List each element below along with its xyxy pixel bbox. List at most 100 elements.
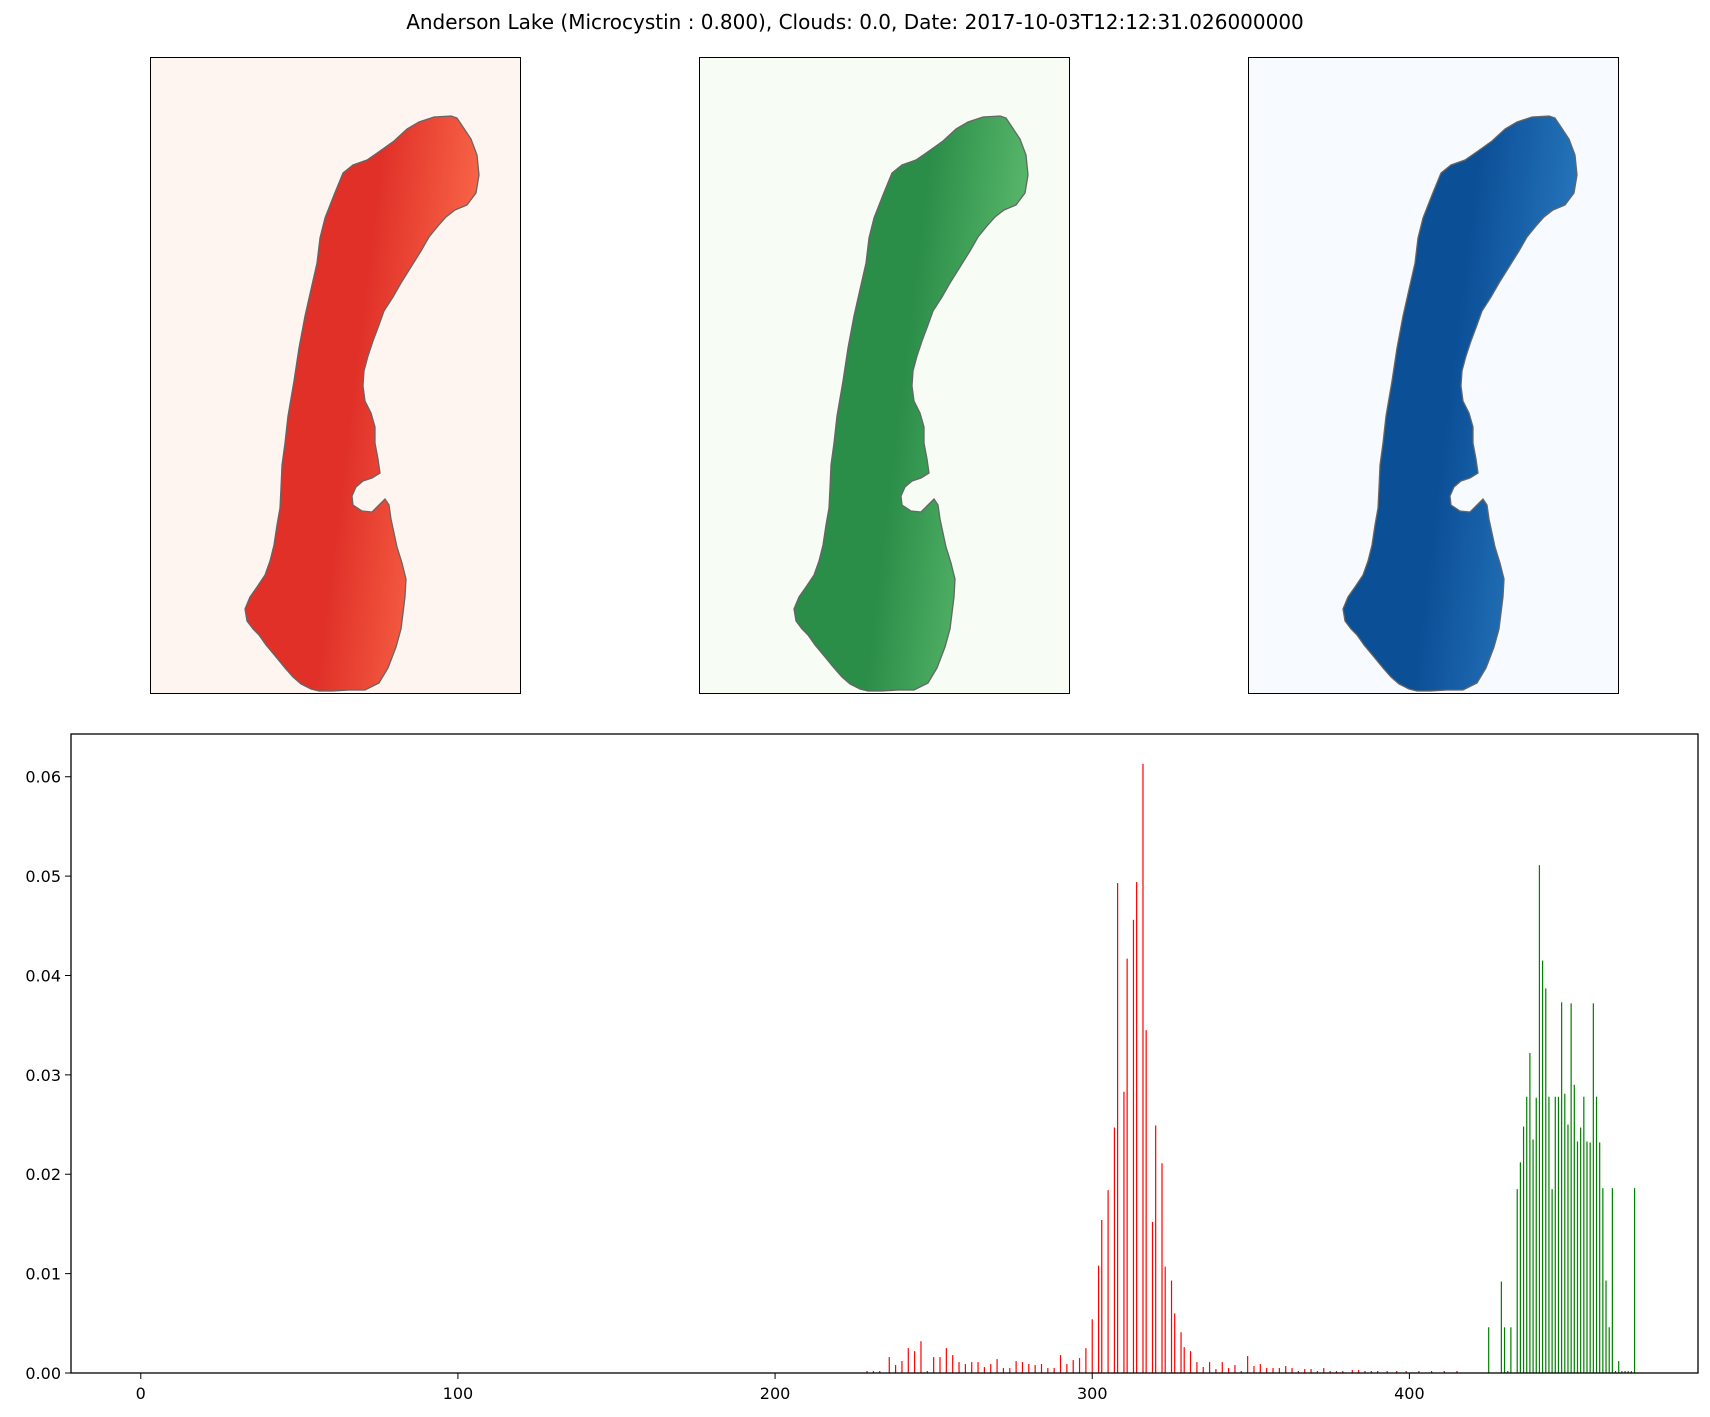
histogram-bar xyxy=(1072,1360,1074,1373)
histogram-bar xyxy=(1208,1362,1211,1373)
histogram-bar xyxy=(1145,1030,1147,1373)
histogram-bar xyxy=(1456,1371,1458,1373)
histogram-bar xyxy=(1611,1188,1613,1373)
histogram-bar xyxy=(1364,1371,1366,1373)
histogram-bar xyxy=(1538,865,1541,1373)
lake-shape xyxy=(794,116,1028,691)
x-tick-label: 400 xyxy=(1394,1384,1425,1403)
histogram-bar xyxy=(1234,1365,1236,1373)
histogram-bar xyxy=(990,1364,992,1373)
y-tick-label: 0.06 xyxy=(25,768,61,787)
histogram-bar xyxy=(1117,883,1119,1373)
histogram-bar xyxy=(1599,1142,1601,1373)
histogram-bar xyxy=(1272,1368,1274,1373)
histogram-bar xyxy=(866,1371,868,1373)
lake-outline xyxy=(793,115,1029,692)
histogram-bar xyxy=(1516,1189,1518,1373)
histogram-bar xyxy=(1618,1361,1620,1373)
lake-shape xyxy=(245,116,479,691)
y-tick-label: 0.03 xyxy=(25,1066,61,1085)
plot-frame xyxy=(70,733,1699,1374)
histogram-bar xyxy=(901,1361,903,1373)
histogram-bar xyxy=(1532,1139,1534,1373)
histogram-bar xyxy=(945,1348,947,1373)
histogram-bar xyxy=(920,1341,922,1373)
histogram-bar xyxy=(1443,1371,1445,1373)
histogram-bar xyxy=(1630,1371,1632,1373)
histogram-bar xyxy=(1529,1053,1531,1373)
histogram-bar xyxy=(1221,1362,1223,1373)
histogram-bar xyxy=(1107,1190,1109,1373)
histogram-bar xyxy=(1633,1188,1636,1373)
histogram-bar xyxy=(1132,919,1135,1373)
histogram-bar xyxy=(1015,1361,1017,1373)
histogram-bar xyxy=(1500,1281,1502,1373)
histogram-bar xyxy=(1342,1371,1344,1373)
histogram-bar xyxy=(1576,1141,1579,1373)
histogram-bar xyxy=(1253,1366,1255,1373)
histogram-bar xyxy=(1430,1371,1433,1373)
histogram-bar xyxy=(895,1365,897,1373)
histogram-bar xyxy=(1040,1364,1043,1373)
histogram-bar xyxy=(1310,1369,1312,1373)
histogram-bar xyxy=(1614,1371,1617,1373)
histogram-bar xyxy=(958,1362,960,1373)
histogram-bar xyxy=(1583,1096,1585,1373)
histogram-bar xyxy=(907,1348,909,1373)
histogram-bar xyxy=(1285,1366,1287,1373)
histogram-bar xyxy=(1335,1371,1338,1373)
histogram-bar xyxy=(1548,1096,1550,1373)
histogram-bar xyxy=(1507,1371,1509,1373)
histogram-bar xyxy=(1126,958,1128,1373)
histogram-bar xyxy=(1266,1368,1268,1373)
histogram-bar xyxy=(1418,1371,1420,1373)
histogram-bar xyxy=(1503,1327,1506,1373)
histogram-bar xyxy=(1561,1002,1563,1373)
histogram-bar xyxy=(872,1371,874,1373)
histogram-bar xyxy=(1215,1369,1217,1373)
histogram-bar xyxy=(1358,1370,1360,1373)
histogram-bar xyxy=(1386,1371,1388,1373)
histogram-bar xyxy=(1377,1371,1379,1373)
histogram-bar xyxy=(1078,1358,1081,1373)
histogram-bar xyxy=(1196,1362,1198,1373)
histogram-bar xyxy=(1323,1368,1325,1373)
lake-shape xyxy=(1343,116,1577,691)
histogram-bar xyxy=(1580,1127,1582,1373)
histogram-bar xyxy=(1034,1365,1036,1373)
histogram-bar xyxy=(964,1364,966,1373)
histogram-bar xyxy=(1316,1371,1319,1373)
histogram-bar xyxy=(1053,1368,1055,1373)
histogram-bar xyxy=(1370,1371,1372,1373)
histogram-bar xyxy=(914,1351,916,1373)
histogram-bar xyxy=(1136,882,1138,1373)
histogram-bar xyxy=(952,1355,954,1373)
histogram-bar xyxy=(1161,1163,1163,1373)
histogram-bar xyxy=(1567,1124,1569,1373)
histogram-bar xyxy=(1551,1189,1553,1373)
histogram-bar xyxy=(1155,1125,1157,1373)
histogram-bar xyxy=(1589,1142,1591,1373)
histogram-bar xyxy=(1202,1367,1204,1373)
histogram-bar xyxy=(1624,1371,1626,1373)
histogram-bar xyxy=(1297,1371,1299,1373)
histogram-bar xyxy=(1142,763,1144,1373)
histogram-bar xyxy=(1554,1096,1556,1373)
histogram-bar xyxy=(1592,1003,1594,1373)
histogram-bar xyxy=(1291,1368,1293,1373)
histogram-bar xyxy=(1247,1356,1249,1373)
histogram-bar xyxy=(1059,1355,1062,1373)
y-tick-label: 0.02 xyxy=(25,1165,61,1184)
histogram-bar xyxy=(996,1359,998,1373)
histogram-bar xyxy=(1085,1348,1087,1373)
histogram-bar xyxy=(1627,1371,1629,1373)
histogram-bar xyxy=(1608,1327,1610,1373)
histogram-bar xyxy=(1091,1319,1093,1373)
histogram-bar xyxy=(1304,1369,1306,1373)
x-tick-label: 100 xyxy=(443,1384,474,1403)
red-channel-lake-map xyxy=(150,57,521,694)
x-tick-label: 200 xyxy=(760,1384,791,1403)
lake-outline xyxy=(244,115,480,692)
histogram-bar xyxy=(1621,1371,1623,1373)
